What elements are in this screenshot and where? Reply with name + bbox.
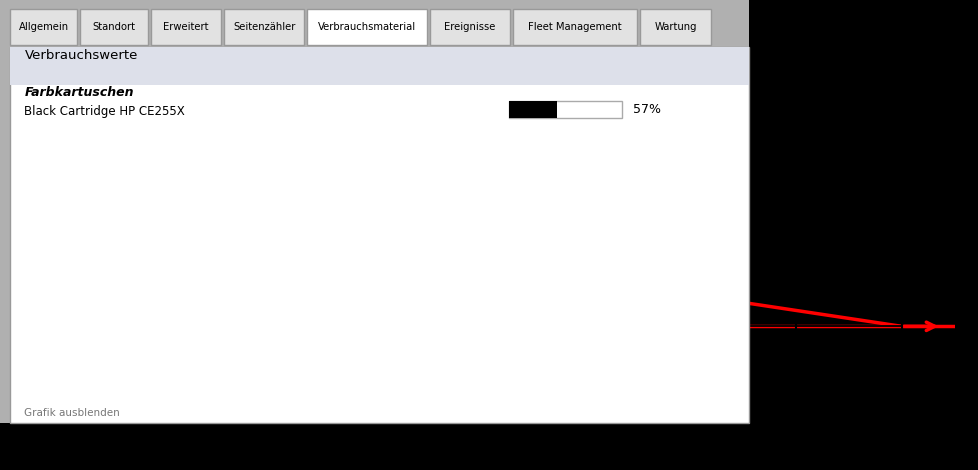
Text: Fleet Management: Fleet Management [528,22,621,32]
Text: Wartung: Wartung [653,22,696,32]
Text: Wochen-
ende: Wochen- ende [615,350,670,371]
Text: Seitenzähler: Seitenzähler [233,22,295,32]
Text: 57%: 57% [633,103,661,116]
Text: Erweitert: Erweitert [163,22,208,32]
Text: Verbrauchsmaterial: Verbrauchsmaterial [318,22,416,32]
Text: Standort: Standort [93,22,135,32]
Text: Verbrauchswerte: Verbrauchswerte [24,49,138,62]
Text: Zustellung: Zustellung [504,350,570,360]
Text: Grafik ausblenden: Grafik ausblenden [24,408,120,418]
Text: Ereignisse: Ereignisse [444,22,495,32]
Text: Farbkartuschen: Farbkartuschen [24,86,134,99]
Text: Allgemein: Allgemein [19,22,68,32]
Text: Black Cartridge HP CE255X: Black Cartridge HP CE255X [24,105,185,118]
Text: OTV: OTV [482,251,511,265]
Text: Reserve i
Tagen: Reserve i Tagen [759,350,818,371]
